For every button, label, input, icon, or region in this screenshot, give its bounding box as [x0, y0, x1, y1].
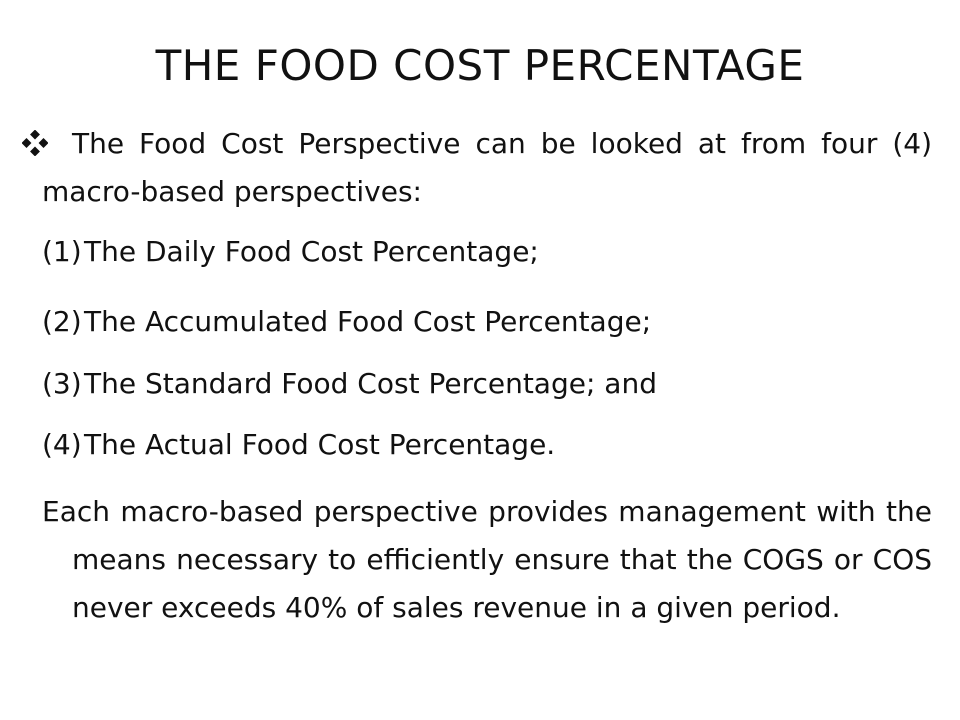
- intro-paragraph: The Food Cost Perspective can be looked …: [42, 127, 932, 208]
- list-item-number: (3): [42, 367, 82, 400]
- list-item-number: (4): [42, 428, 82, 461]
- list-item-text: The Daily Food Cost Percentage;: [84, 235, 539, 268]
- closing-paragraph: Each macro-based perspective provides ma…: [42, 495, 932, 624]
- slide-title: THE FOOD COST PERCENTAGE: [155, 41, 805, 90]
- list-item-text: The Accumulated Food Cost Percentage;: [84, 305, 652, 338]
- list-item-text: The Actual Food Cost Percentage.: [84, 428, 556, 461]
- diamond-bullet-icon: [22, 130, 48, 156]
- list-item-number: (1): [42, 235, 82, 268]
- list-item-text: The Standard Food Cost Percentage; and: [84, 367, 657, 400]
- list-item-number: (2): [42, 305, 82, 338]
